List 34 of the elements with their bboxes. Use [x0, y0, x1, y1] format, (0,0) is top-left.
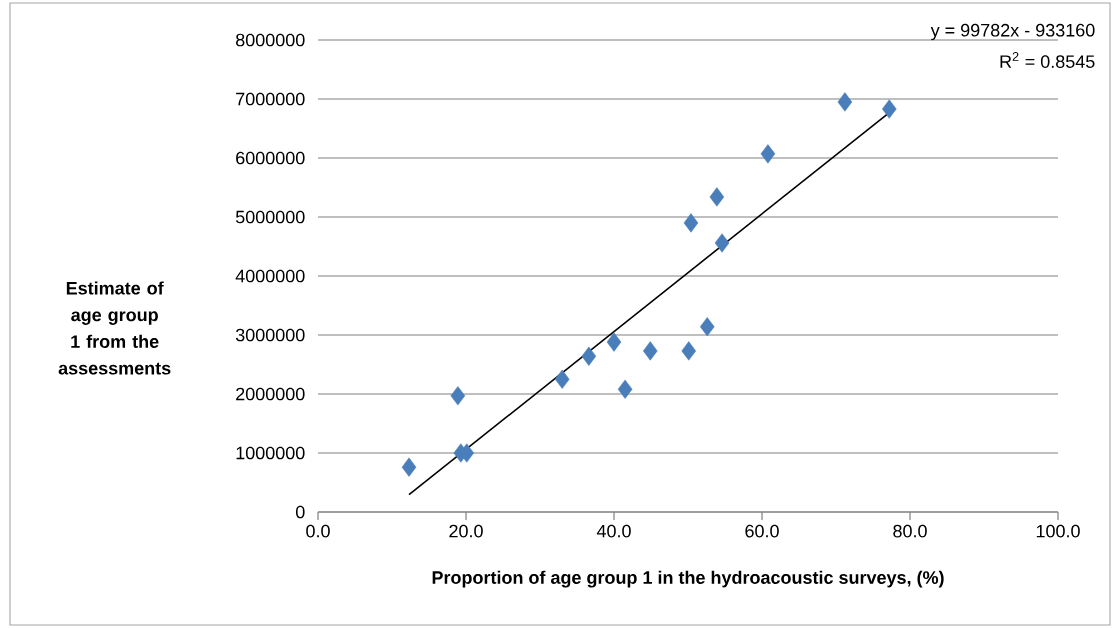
point [401, 457, 417, 477]
x-tick-label: 0.0 [306, 524, 330, 538]
y-tick-label: 5000000 [235, 210, 305, 224]
x-tick-label: 80.0 [893, 524, 927, 538]
point [606, 332, 622, 352]
point [681, 341, 697, 361]
point [683, 213, 699, 233]
point [554, 369, 570, 389]
point [450, 386, 466, 406]
y-tick-label: 0 [295, 505, 305, 519]
annotation: R$^{2}$ = 0.8545 [1000, 52, 1095, 68]
y-tick-label: 8000000 [235, 33, 305, 47]
x-tick-label: 100.0 [1036, 524, 1080, 538]
x-axis-title: Proportion of age group 1 in the hydroacoustic surveys, (%) [432, 570, 944, 588]
x-tick-label: 20.0 [449, 524, 483, 538]
point [714, 233, 730, 253]
point [581, 346, 597, 366]
point [760, 144, 776, 164]
x-tick-label: 40.0 [596, 524, 631, 538]
point [617, 379, 633, 399]
y-axis-title: Estimate of age group 1 from the assessments [58, 281, 171, 375]
y-tick-label: 2000000 [236, 387, 305, 401]
point [709, 187, 725, 207]
y-tick-label: 3000000 [235, 328, 305, 342]
y-tick-label: 1000000 [236, 446, 305, 460]
point [643, 341, 658, 361]
y-tick-label: 6000000 [236, 151, 305, 165]
y-tick-label: 4000000 [235, 269, 305, 283]
annotation: y = 99782x - 933160 [930, 23, 1095, 41]
point [882, 99, 897, 119]
point [837, 92, 853, 112]
point [699, 317, 715, 337]
y-tick-label: 7000000 [236, 92, 305, 106]
x-tick-label: 60.0 [745, 524, 779, 538]
